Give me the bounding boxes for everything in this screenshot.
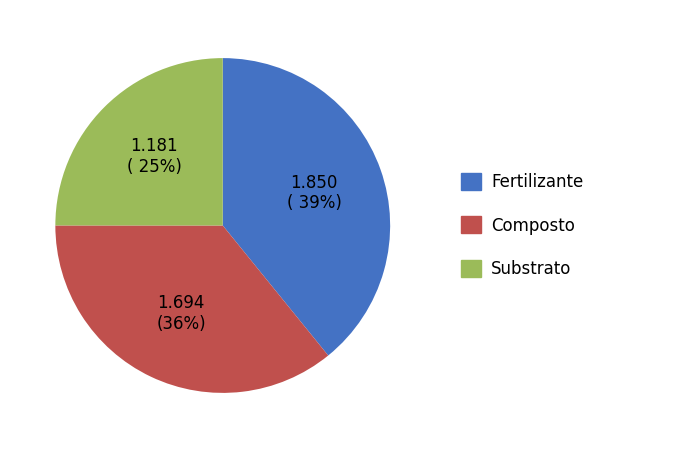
Text: 1.694
(36%): 1.694 (36%) xyxy=(156,294,206,332)
Legend: Fertilizante, Composto, Substrato: Fertilizante, Composto, Substrato xyxy=(461,173,583,278)
Wedge shape xyxy=(223,58,390,355)
Text: 1.181
( 25%): 1.181 ( 25%) xyxy=(127,138,182,176)
Wedge shape xyxy=(55,226,328,393)
Wedge shape xyxy=(55,58,223,226)
Text: 1.850
( 39%): 1.850 ( 39%) xyxy=(287,174,342,212)
